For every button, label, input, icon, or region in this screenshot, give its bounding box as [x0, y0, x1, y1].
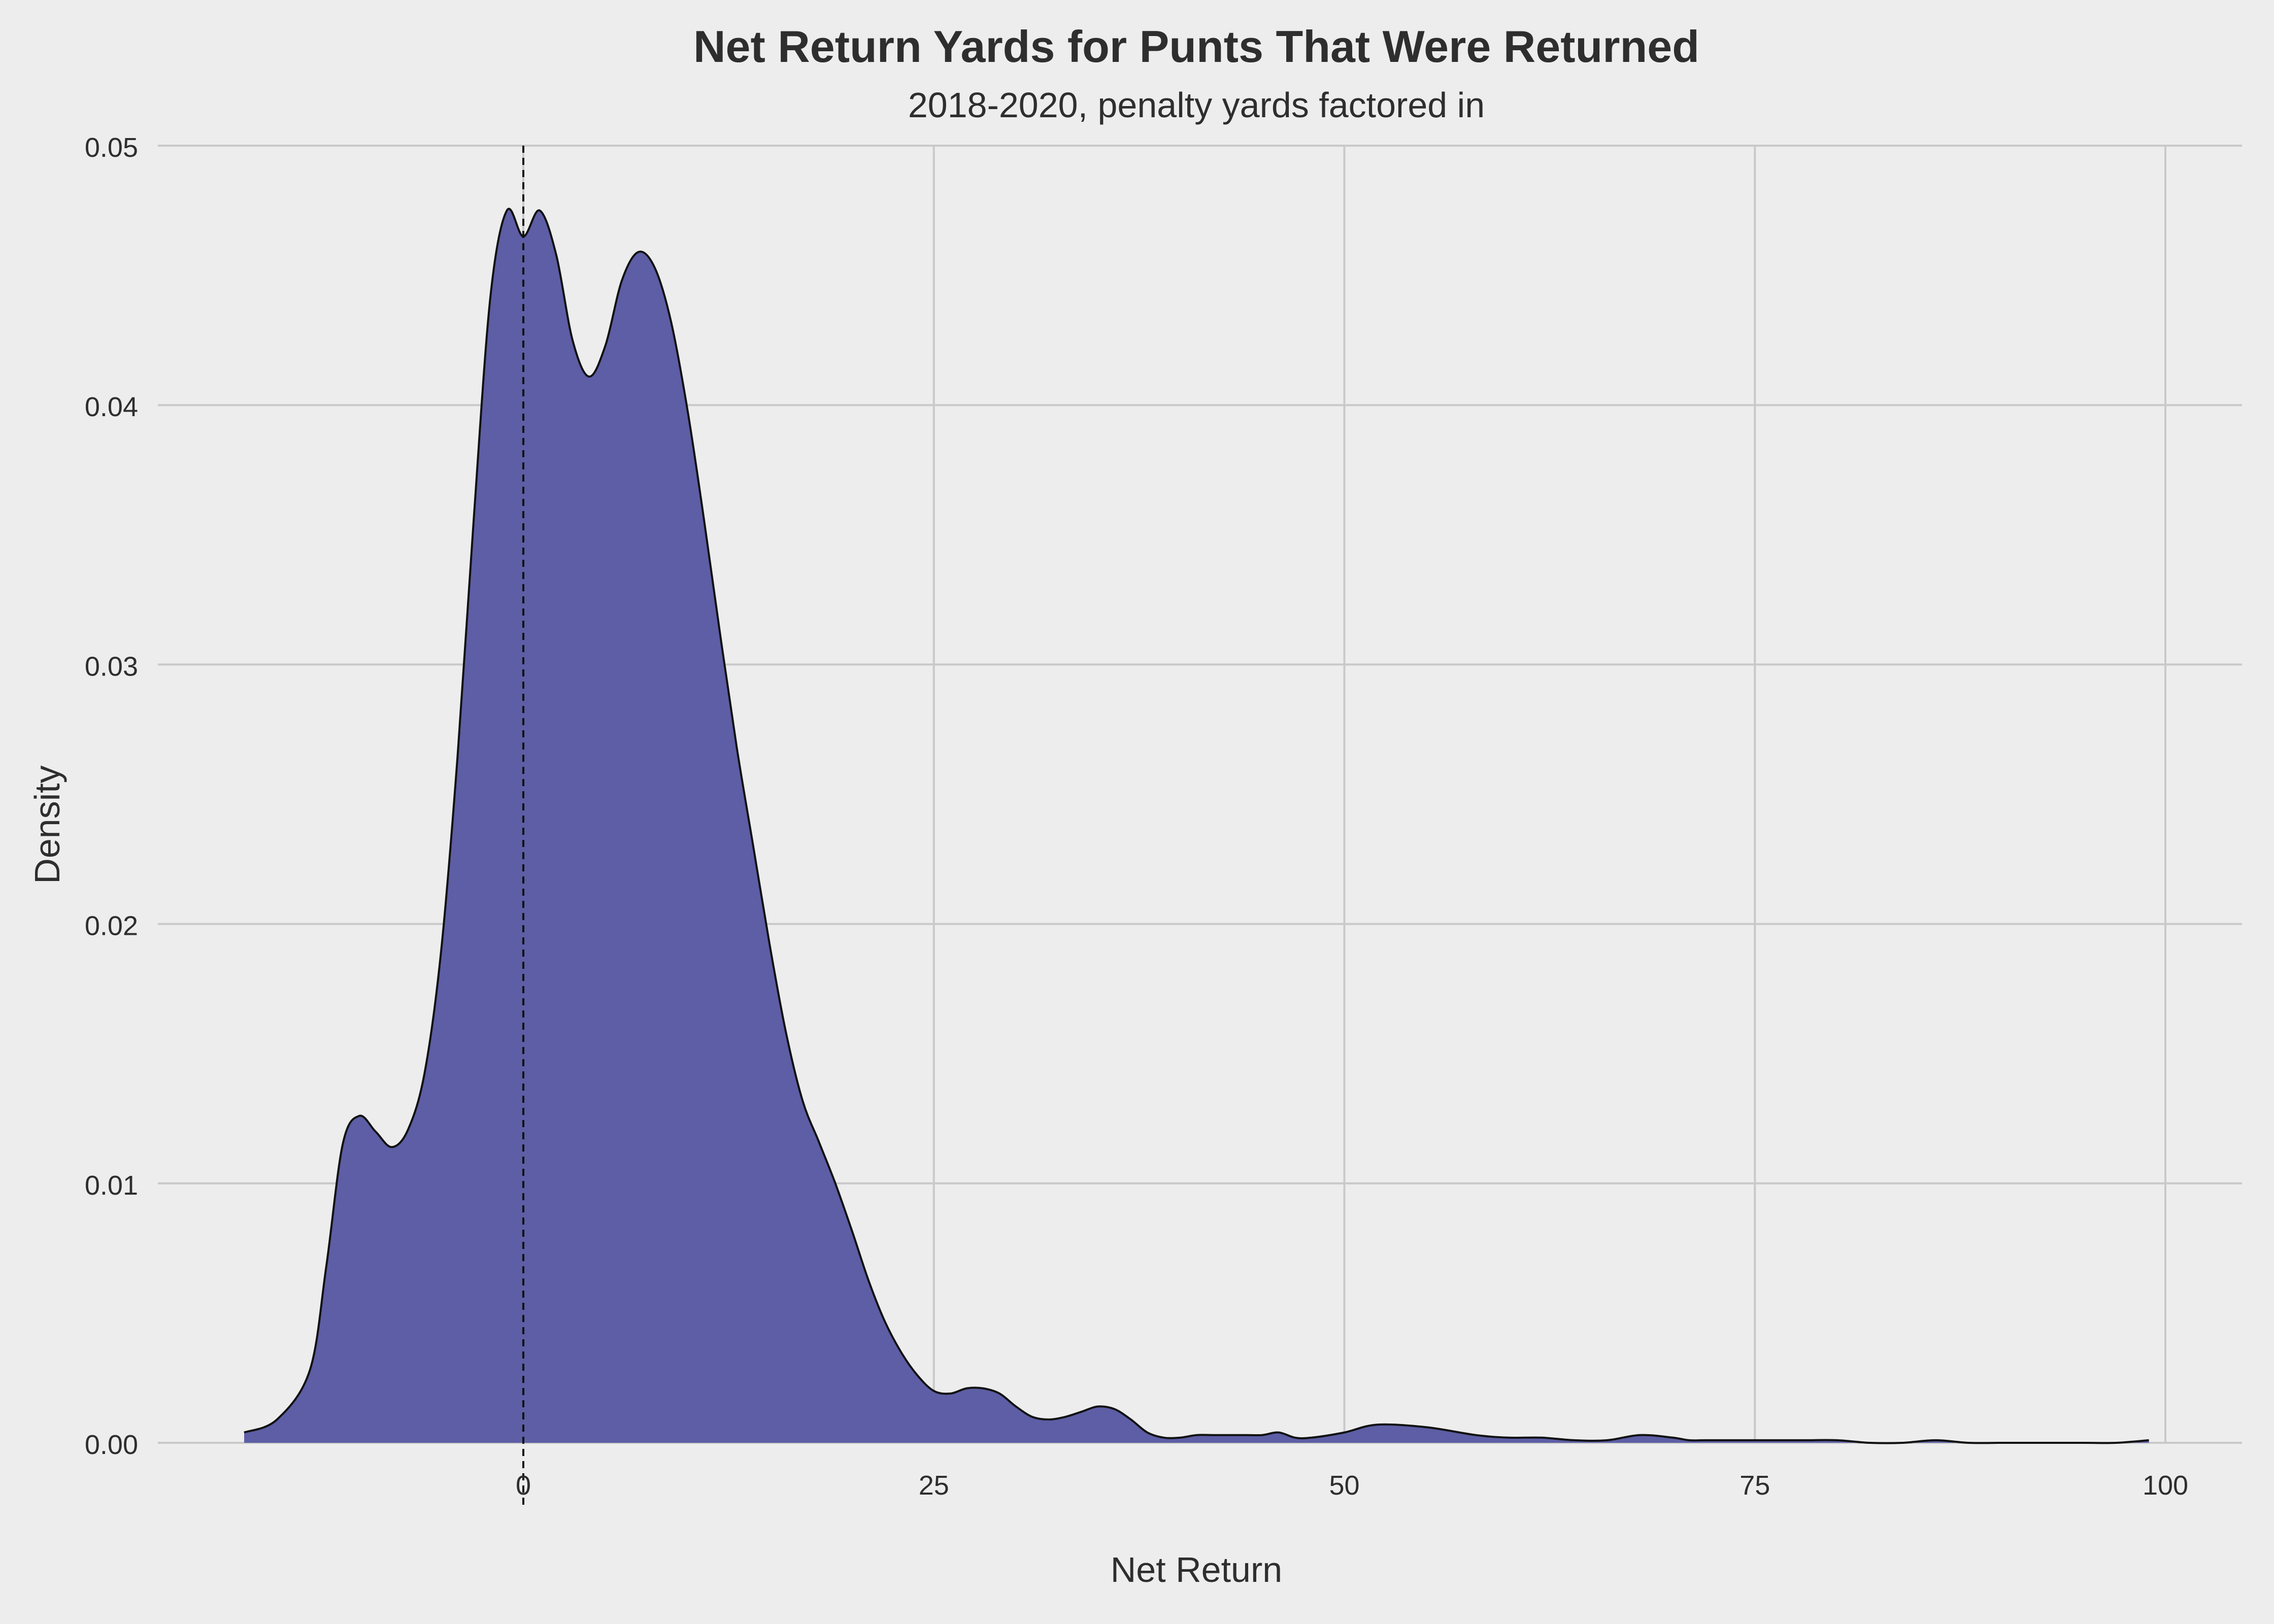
density-area	[244, 209, 2149, 1443]
y-tick-label: 0.05	[85, 132, 138, 163]
y-tick-label: 0.02	[85, 911, 138, 941]
chart-subtitle: 2018-2020, penalty yards factored in	[908, 85, 1485, 125]
x-tick-label: 100	[2143, 1470, 2188, 1501]
x-tick-label: 0	[516, 1470, 531, 1501]
x-tick-label: 75	[1740, 1470, 1770, 1501]
y-axis-label: Density	[27, 765, 67, 884]
y-tick-label: 0.04	[85, 392, 138, 422]
y-tick-label: 0.03	[85, 651, 138, 682]
density-area-layer	[244, 208, 2149, 1444]
chart-title: Net Return Yards for Punts That Were Ret…	[693, 21, 1699, 72]
tick-labels: 0.00 0.01 0.02 0.03 0.04 0.05 0 25 50 75 100	[85, 132, 2188, 1501]
y-tick-label: 0.01	[85, 1170, 138, 1201]
density-outline	[244, 208, 2149, 1444]
x-tick-label: 50	[1329, 1470, 1359, 1501]
x-axis-label: Net Return	[1111, 1550, 1282, 1589]
x-tick-label: 25	[919, 1470, 949, 1501]
y-tick-label: 0.00	[85, 1430, 138, 1460]
